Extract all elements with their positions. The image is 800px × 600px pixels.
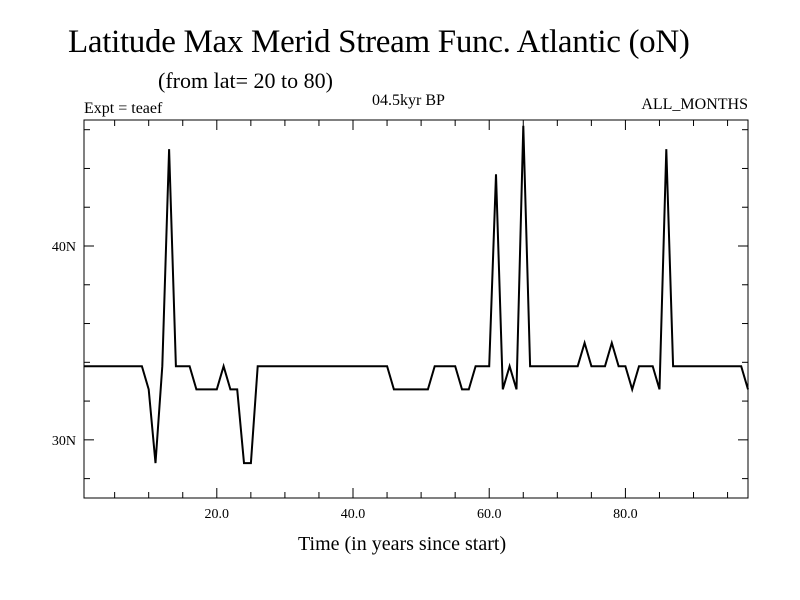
x-tick-label: 20.0 <box>205 507 230 522</box>
x-tick-label: 40.0 <box>341 507 366 522</box>
x-tick-label: 80.0 <box>613 507 638 522</box>
chart-title: Latitude Max Merid Stream Func. Atlantic… <box>68 24 690 60</box>
y-tick-label: 40N <box>52 240 76 255</box>
tick-labels: 20.0 40.0 60.0 80.0 30N 40N <box>52 240 638 522</box>
x-tick-label: 60.0 <box>477 507 502 522</box>
y-tick-label: 30N <box>52 434 76 449</box>
chart-subtitle: (from lat= 20 to 80) <box>158 68 333 93</box>
experiment-label: Expt = teaef <box>84 100 163 117</box>
axis-ticks <box>84 120 748 498</box>
months-label: ALL_MONTHS <box>641 96 748 113</box>
plot-frame <box>83 119 749 499</box>
x-axis-label: Time (in years since start) <box>298 533 507 555</box>
series-line <box>84 125 749 465</box>
period-label: 04.5kyr BP <box>372 92 445 109</box>
